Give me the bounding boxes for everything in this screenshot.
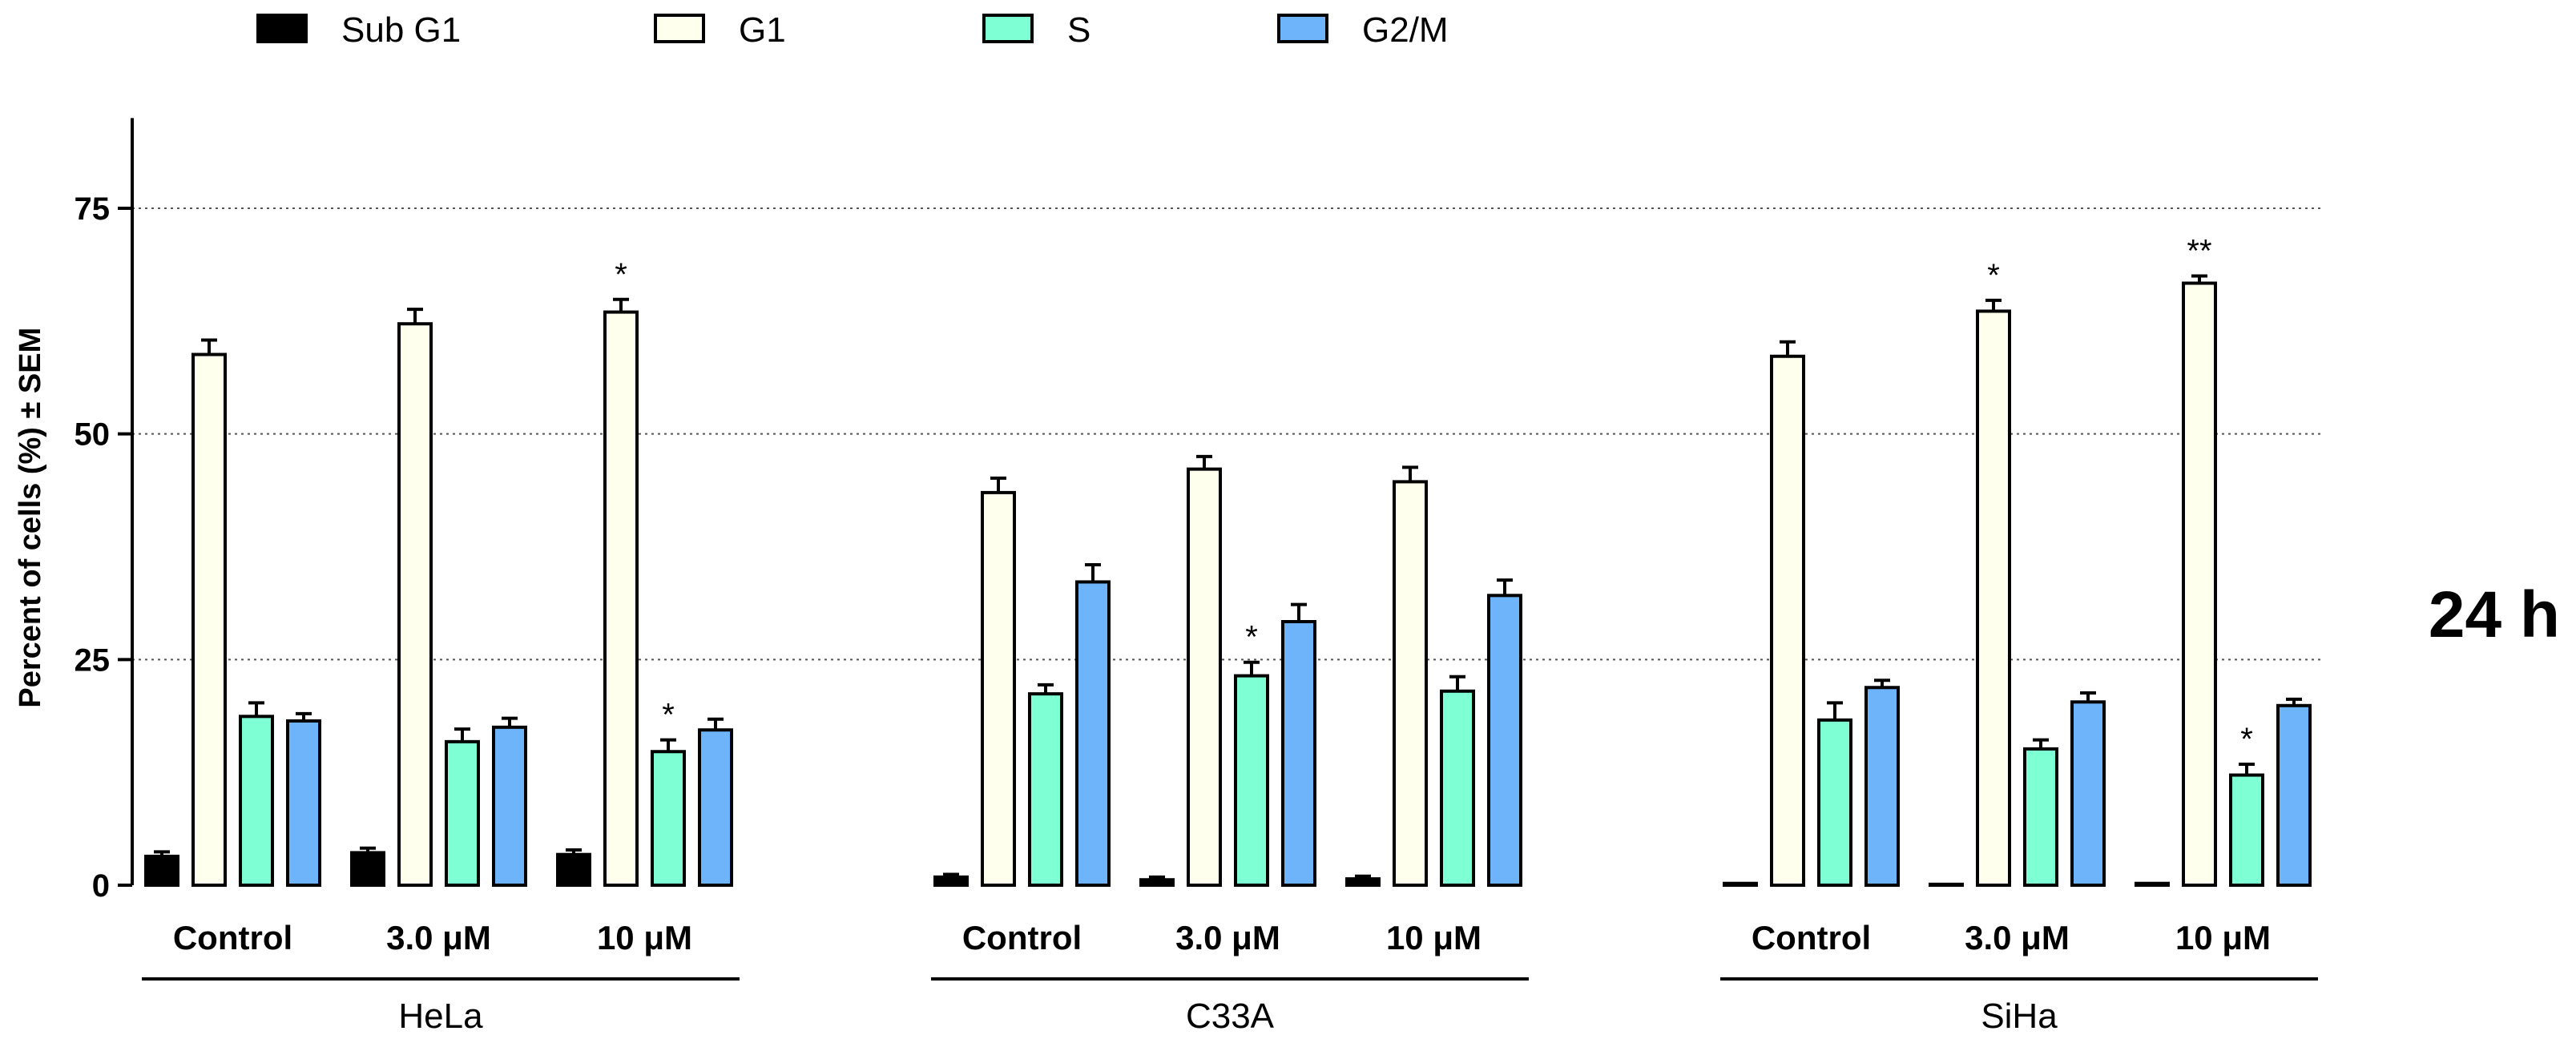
bar-sub-g1 (1929, 882, 1964, 887)
condition-label: Control (173, 919, 292, 956)
condition-label: 3.0 μM (1175, 919, 1280, 956)
condition-label: 3.0 μM (1965, 919, 2070, 956)
condition-label: 10 μM (2175, 919, 2271, 956)
legend-label: G2/M (1362, 10, 1449, 50)
bar-sub-g1 (1723, 881, 1758, 888)
bar-s (651, 750, 686, 888)
bar-s (1234, 674, 1269, 887)
x-labels-layer: Control 3.0 μM 10 μM HeLa Control 3.0 μM 10 μM… (142, 919, 2318, 1036)
bar-g2-m (492, 725, 527, 887)
bar-sub-g1 (1345, 877, 1381, 887)
y-tick-label: 0 (92, 868, 110, 904)
bar-g1 (603, 310, 639, 888)
bar-g2-m (1487, 594, 1522, 888)
bar-sub-g1 (350, 851, 385, 887)
significance-marker: * (615, 257, 627, 292)
bar-g1 (1976, 309, 2011, 887)
bar-sub-g1 (556, 852, 591, 888)
bar-sub-g1 (2135, 881, 2170, 888)
condition-label: 10 μM (1386, 919, 1482, 956)
significance-marker: * (1987, 258, 2000, 293)
bar-sub-g1 (933, 875, 969, 887)
condition-label: 10 μM (597, 919, 692, 956)
legend-swatch (654, 14, 705, 43)
group-label: C33A (1186, 997, 1275, 1036)
bar-g2-m (2070, 700, 2106, 888)
bar-s (2023, 747, 2058, 888)
legend-label: Sub G1 (341, 10, 461, 50)
significance-marker: ** (2187, 234, 2211, 269)
significance-marker: * (662, 698, 675, 733)
y-tick-label: 50 (75, 417, 111, 453)
bar-s (1817, 718, 1852, 887)
legend-label: G1 (739, 10, 786, 50)
legend: Sub G1 G1 S G2/M (256, 10, 1449, 50)
legend-label: S (1067, 10, 1090, 50)
bar-s (1028, 692, 1063, 887)
legend-swatch (1277, 14, 1328, 43)
y-tick-label: 25 (75, 642, 111, 678)
bar-g2-m (1075, 580, 1111, 887)
bar-sub-g1 (1139, 878, 1175, 887)
bar-s (2229, 773, 2264, 888)
bar-g1 (1393, 480, 1428, 887)
bar-g1 (397, 322, 433, 888)
y-axis: 0 25 50 75 Percent of cells (%) ± SEM (14, 118, 134, 904)
bar-s (445, 739, 480, 887)
significance-marker: * (1245, 620, 1258, 655)
y-axis-title: Percent of cells (%) ± SEM (14, 328, 47, 708)
bar-s (239, 715, 274, 888)
bar-g1 (1187, 467, 1222, 887)
group-label: HeLa (398, 997, 483, 1036)
bar-g1 (191, 352, 227, 887)
group-label: SiHa (1981, 997, 2058, 1036)
y-tick-label: 75 (75, 191, 111, 227)
bar-s (1440, 689, 1475, 887)
condition-label: Control (1752, 919, 1871, 956)
condition-label: Control (962, 919, 1082, 956)
bar-sub-g1 (144, 854, 179, 887)
bar-g2-m (1281, 620, 1316, 887)
time-point-label: 24 h (2429, 578, 2560, 651)
bar-g1 (981, 490, 1016, 888)
bar-g1 (2182, 281, 2217, 888)
bars-layer: ******* (144, 234, 2312, 888)
bar-g2-m (698, 728, 733, 887)
bar-g2-m (2276, 703, 2312, 887)
bar-g2-m (1864, 686, 1900, 888)
condition-label: 3.0 μM (386, 919, 491, 956)
legend-swatch (256, 14, 308, 43)
significance-marker: * (2240, 722, 2253, 757)
bar-g1 (1770, 354, 1805, 888)
legend-swatch (982, 14, 1034, 43)
bar-g2-m (286, 719, 321, 887)
